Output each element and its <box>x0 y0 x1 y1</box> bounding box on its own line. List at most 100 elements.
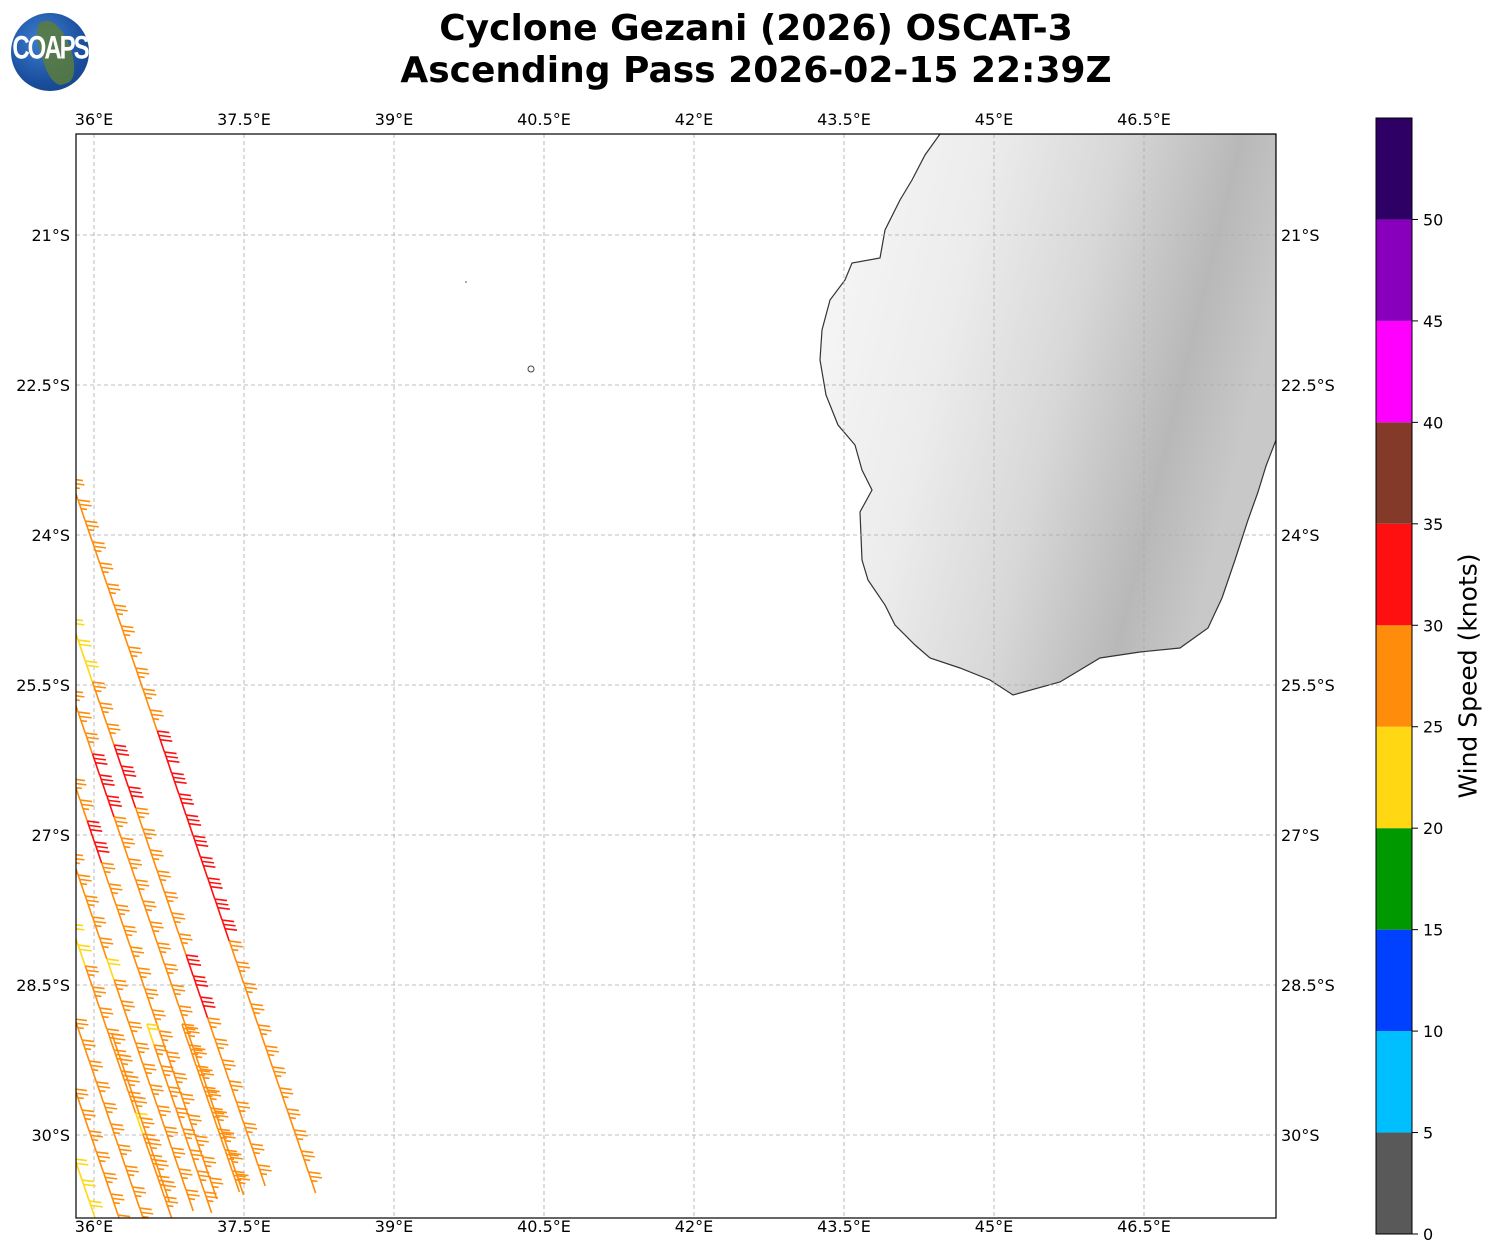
barb-shaft <box>178 1005 187 1028</box>
barb-full-feather <box>223 1135 236 1139</box>
barb-shaft <box>110 1123 119 1146</box>
barb-full-feather <box>155 1048 168 1052</box>
barb-shaft <box>84 965 94 988</box>
barb-full-feather <box>114 1049 127 1053</box>
barb-full-feather <box>76 1158 88 1162</box>
barb-half-feather <box>135 1194 142 1198</box>
barb-full-feather <box>190 1149 203 1153</box>
barb-full-feather <box>99 774 112 778</box>
barb-half-feather <box>174 992 181 996</box>
barb-half-feather <box>121 1224 127 1225</box>
barb-full-feather <box>152 1009 165 1013</box>
wind-barb <box>209 1177 224 1200</box>
barb-full-feather <box>188 822 202 826</box>
barb-full-feather <box>111 1033 125 1037</box>
barb-full-feather <box>110 1123 124 1127</box>
barb-full-feather <box>164 1196 177 1200</box>
barb-full-feather <box>222 1131 235 1135</box>
barb-full-feather <box>153 1013 166 1017</box>
barb-full-feather <box>301 1150 314 1154</box>
barb-half-feather <box>77 1096 84 1100</box>
lat-tick-label: 21°S <box>1281 226 1320 245</box>
barb-shaft <box>135 667 144 690</box>
barb-half-feather <box>95 924 102 928</box>
wind-barb <box>194 1135 209 1158</box>
wind-barb <box>88 1200 103 1218</box>
barb-shaft <box>106 795 115 818</box>
barb-shaft <box>113 816 122 839</box>
barb-shaft <box>77 874 86 897</box>
barb-shaft <box>185 1026 194 1049</box>
wind-barb <box>163 1196 179 1218</box>
barb-half-feather <box>212 1185 219 1189</box>
barb-shaft <box>127 1091 137 1114</box>
lon-tick-label: 43.5°E <box>817 110 871 129</box>
barb-full-feather <box>162 1069 175 1073</box>
wind-barb <box>76 1158 89 1181</box>
barb-full-feather <box>118 1214 131 1218</box>
barb-full-feather <box>243 982 256 986</box>
wind-barb <box>221 1131 236 1154</box>
barb-full-feather <box>164 963 177 967</box>
barb-shaft <box>99 937 108 960</box>
barb-half-feather <box>152 857 160 861</box>
barb-half-feather <box>131 1029 138 1033</box>
barb-full-feather <box>288 1112 301 1116</box>
barb-shaft <box>149 849 158 872</box>
wind-barb <box>76 923 85 946</box>
barb-shaft <box>81 1039 90 1062</box>
barb-full-feather <box>165 1200 179 1204</box>
barb-shaft <box>199 856 209 879</box>
barb-half-feather <box>164 1073 171 1077</box>
barb-full-feather <box>219 1132 232 1136</box>
barb-full-feather <box>126 1075 139 1079</box>
barb-full-feather <box>139 1207 152 1211</box>
barb-shaft <box>146 1023 155 1046</box>
barb-full-feather <box>135 1042 148 1046</box>
barb-shaft <box>210 1107 219 1130</box>
barb-half-feather <box>232 948 239 952</box>
barb-full-feather <box>119 1148 132 1152</box>
barb-full-feather <box>250 1003 264 1007</box>
barb-shaft <box>76 703 79 713</box>
barb-half-feather <box>111 891 118 895</box>
barb-shaft <box>118 1054 127 1077</box>
barb-full-feather <box>203 864 216 868</box>
barb-full-feather <box>295 1133 308 1137</box>
barb-full-feather <box>121 765 134 769</box>
wind-barb <box>185 1026 200 1049</box>
barb-shaft <box>214 1038 223 1061</box>
lat-tick-label: 27°S <box>31 826 70 845</box>
wind-barb <box>228 1080 243 1103</box>
wind-barb <box>199 1068 215 1091</box>
barb-full-feather <box>144 1067 157 1071</box>
barb-full-feather <box>226 1153 239 1157</box>
barb-full-feather <box>108 962 121 966</box>
barb-shaft <box>235 961 245 984</box>
barb-shaft <box>161 1180 171 1203</box>
barb-full-feather <box>78 639 91 643</box>
barb-shaft <box>185 954 194 977</box>
barb-half-feather <box>167 1204 174 1208</box>
wind-barb <box>149 709 164 732</box>
barb-full-feather <box>108 727 121 731</box>
wind-barb <box>84 660 99 683</box>
barb-full-feather <box>82 1179 95 1183</box>
barb-half-feather <box>167 1134 174 1138</box>
wind-barb <box>81 1109 96 1132</box>
barb-shaft <box>202 1086 212 1109</box>
wind-barb <box>235 961 251 984</box>
barb-full-feather <box>200 996 213 1000</box>
barb-full-feather <box>225 1149 238 1153</box>
barb-full-feather <box>86 899 99 903</box>
barb-full-feather <box>90 1134 103 1138</box>
barb-full-feather <box>131 794 144 798</box>
barb-shaft <box>76 491 79 501</box>
barb-full-feather <box>93 545 107 549</box>
barb-full-feather <box>149 1142 162 1146</box>
barb-full-feather <box>113 1037 126 1041</box>
wind-barb <box>106 723 121 746</box>
wind-barb <box>171 1147 186 1170</box>
colorbar-segment <box>1376 523 1412 626</box>
wind-barb <box>103 1102 118 1125</box>
